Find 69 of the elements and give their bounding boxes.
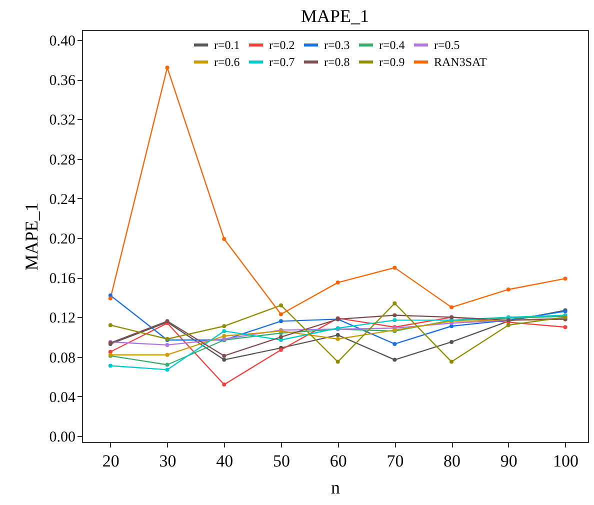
legend-label: r=0.2 xyxy=(269,38,295,52)
point xyxy=(450,360,454,364)
point xyxy=(222,324,226,328)
x-tick-label: 90 xyxy=(500,452,518,470)
y-tick-label: 0.40 xyxy=(49,33,76,50)
point xyxy=(278,303,283,308)
point xyxy=(108,323,112,328)
point xyxy=(563,325,568,330)
y-tick-label: 0.04 xyxy=(49,390,76,406)
x-tick-label: 30 xyxy=(159,452,176,470)
point xyxy=(222,382,226,387)
y-tick-label: 0.32 xyxy=(49,112,76,129)
x-tick-label: 40 xyxy=(216,452,234,470)
point xyxy=(450,340,454,344)
point xyxy=(108,364,112,368)
point xyxy=(222,236,226,241)
point xyxy=(563,276,568,281)
point xyxy=(165,368,170,372)
point xyxy=(336,280,340,285)
point xyxy=(108,296,112,300)
point xyxy=(392,266,397,270)
x-tick-label: 60 xyxy=(330,452,347,470)
point xyxy=(506,287,510,292)
point xyxy=(392,358,397,362)
point xyxy=(222,354,226,358)
legend-label: r=0.7 xyxy=(269,55,295,69)
y-axis-title: MAPE_1 xyxy=(21,202,42,271)
point xyxy=(336,337,340,341)
x-tick-label: 80 xyxy=(444,452,461,470)
legend-label: r=0.3 xyxy=(324,38,350,52)
y-tick-label: 0.36 xyxy=(49,73,76,90)
point xyxy=(392,342,397,346)
legend-label: r=0.6 xyxy=(214,55,240,69)
legend-label: r=0.5 xyxy=(434,38,460,52)
point xyxy=(165,362,170,367)
legend-label: r=0.4 xyxy=(379,38,405,52)
point xyxy=(278,319,283,324)
y-tick-label: 0.16 xyxy=(49,271,76,288)
y-tick-label: 0.08 xyxy=(49,350,76,366)
x-tick-label: 50 xyxy=(272,452,290,470)
point xyxy=(165,66,170,70)
point xyxy=(222,358,226,362)
point xyxy=(222,329,226,334)
point xyxy=(278,335,283,340)
y-tick-label: 0.20 xyxy=(49,231,76,248)
legend-label: r=0.1 xyxy=(214,38,240,52)
y-tick-label: 0.24 xyxy=(49,192,76,208)
y-tick-label: 0.12 xyxy=(49,310,76,327)
point xyxy=(392,301,397,306)
point xyxy=(278,312,283,316)
legend-label: r=0.9 xyxy=(379,55,405,69)
legend-label: RAN3SAT xyxy=(434,55,488,69)
chart-title: MAPE_1 xyxy=(300,6,370,26)
x-axis-title: n xyxy=(331,478,340,498)
x-tick-label: 20 xyxy=(102,452,120,470)
point xyxy=(165,352,170,357)
point xyxy=(336,333,340,338)
point xyxy=(336,360,340,364)
legend-label: r=0.8 xyxy=(324,55,350,69)
point xyxy=(392,313,397,318)
y-tick-label: 0.00 xyxy=(49,430,76,446)
y-tick-label: 0.28 xyxy=(49,152,76,168)
point xyxy=(506,323,510,328)
x-tick-label: 70 xyxy=(386,452,404,470)
point xyxy=(165,342,170,347)
point xyxy=(222,334,226,338)
x-tick-label: 100 xyxy=(553,452,579,470)
point xyxy=(450,305,454,310)
point xyxy=(392,318,397,322)
